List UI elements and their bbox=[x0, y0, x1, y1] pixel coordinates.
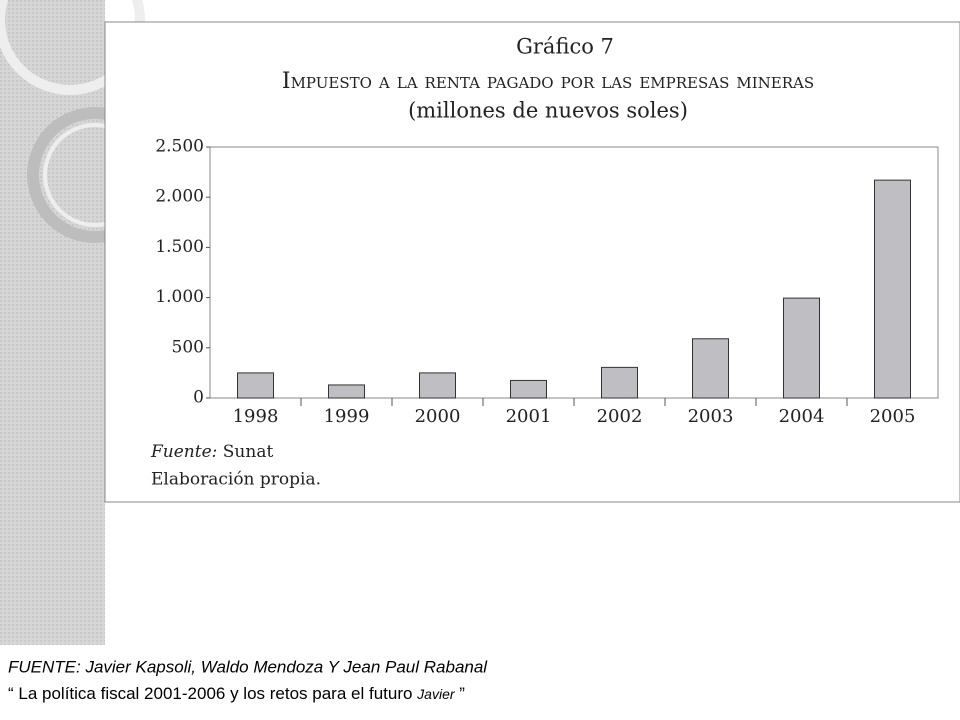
bar bbox=[783, 297, 820, 399]
x-tick-label: 2002 bbox=[597, 406, 643, 427]
bar bbox=[510, 379, 547, 399]
chart-units: (millones de nuevos soles) bbox=[408, 99, 688, 123]
footer-text: ” bbox=[455, 684, 466, 703]
x-tick-label: 2005 bbox=[870, 406, 916, 427]
bar bbox=[328, 384, 365, 399]
y-tick-label: 0 bbox=[193, 388, 204, 408]
y-tick-label: 2.500 bbox=[155, 137, 204, 157]
source: Fuente: Sunat bbox=[150, 442, 273, 462]
side-strip bbox=[0, 0, 105, 645]
footer-text: “ La política fiscal 2001-2006 y los ret… bbox=[8, 684, 417, 703]
y-tick-label: 500 bbox=[172, 337, 204, 357]
footer-line: FUENTE: Javier Kapsoli, Waldo Mendoza Y … bbox=[8, 657, 488, 676]
bar bbox=[237, 372, 274, 399]
footer-line: “ La política fiscal 2001-2006 y los ret… bbox=[8, 684, 465, 703]
note: Elaboración propia. bbox=[151, 470, 321, 490]
x-tick-label: 2004 bbox=[779, 406, 825, 427]
y-tick-label: 1.000 bbox=[155, 287, 204, 307]
bar bbox=[874, 179, 911, 399]
source-label: Fuente: bbox=[150, 442, 217, 462]
bar bbox=[692, 338, 729, 399]
source-text: Sunat bbox=[223, 442, 274, 462]
x-tick-label: 2003 bbox=[688, 406, 734, 427]
y-tick-label: 2.000 bbox=[155, 187, 204, 207]
x-tick-label: 1999 bbox=[324, 406, 370, 427]
chart-subtitle: Impuesto a la renta pagado por las empre… bbox=[282, 69, 814, 94]
bar bbox=[419, 372, 456, 399]
footer-italic: Javier bbox=[416, 686, 456, 702]
y-tick-label: 1.500 bbox=[155, 237, 204, 257]
x-tick-label: 2000 bbox=[415, 406, 461, 427]
decor-circle bbox=[0, 0, 145, 95]
bar bbox=[601, 366, 638, 399]
chart-frame bbox=[104, 21, 960, 503]
x-tick-label: 2001 bbox=[506, 406, 552, 427]
chart-title: Gráfico 7 bbox=[516, 35, 614, 59]
x-tick-label: 1998 bbox=[233, 406, 279, 427]
